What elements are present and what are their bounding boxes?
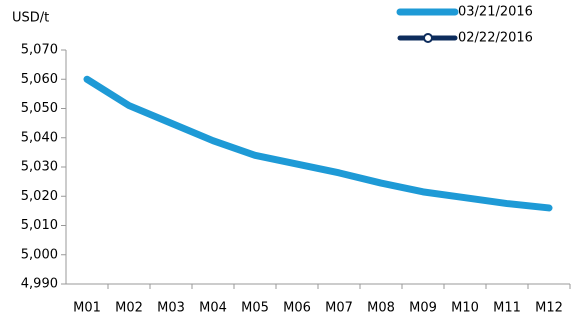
y-tick-label: 5,040 xyxy=(21,130,58,145)
x-tick-label: M07 xyxy=(325,301,353,316)
x-tick-label: M10 xyxy=(451,301,479,316)
y-tick-label: 5,010 xyxy=(21,218,58,233)
series-line xyxy=(83,75,553,212)
x-tick-label: M11 xyxy=(493,301,521,316)
x-tick-label: M01 xyxy=(73,301,101,316)
y-tick-label: 5,050 xyxy=(21,101,58,116)
x-tick-label: M09 xyxy=(409,301,437,316)
legend-marker xyxy=(423,33,433,43)
x-tick-label: M04 xyxy=(199,301,227,316)
x-tick-label: M05 xyxy=(241,301,269,316)
legend-label: 02/22/2016 xyxy=(458,31,533,46)
legend-label: 03/21/2016 xyxy=(458,5,533,20)
y-tick-label: 5,070 xyxy=(21,43,58,58)
x-tick-label: M03 xyxy=(157,301,185,316)
y-tick-label: 5,060 xyxy=(21,72,58,87)
x-tick-label: M12 xyxy=(535,301,563,316)
x-tick-label: M08 xyxy=(367,301,395,316)
y-tick-label: 5,020 xyxy=(21,189,58,204)
x-tick-label: M06 xyxy=(283,301,311,316)
y-tick-label: 5,030 xyxy=(21,160,58,175)
y-axis-label: USD/t xyxy=(12,11,49,26)
x-tick-label: M02 xyxy=(115,301,143,316)
y-tick-label: 4,990 xyxy=(21,277,58,292)
y-tick-label: 5,000 xyxy=(21,247,58,262)
